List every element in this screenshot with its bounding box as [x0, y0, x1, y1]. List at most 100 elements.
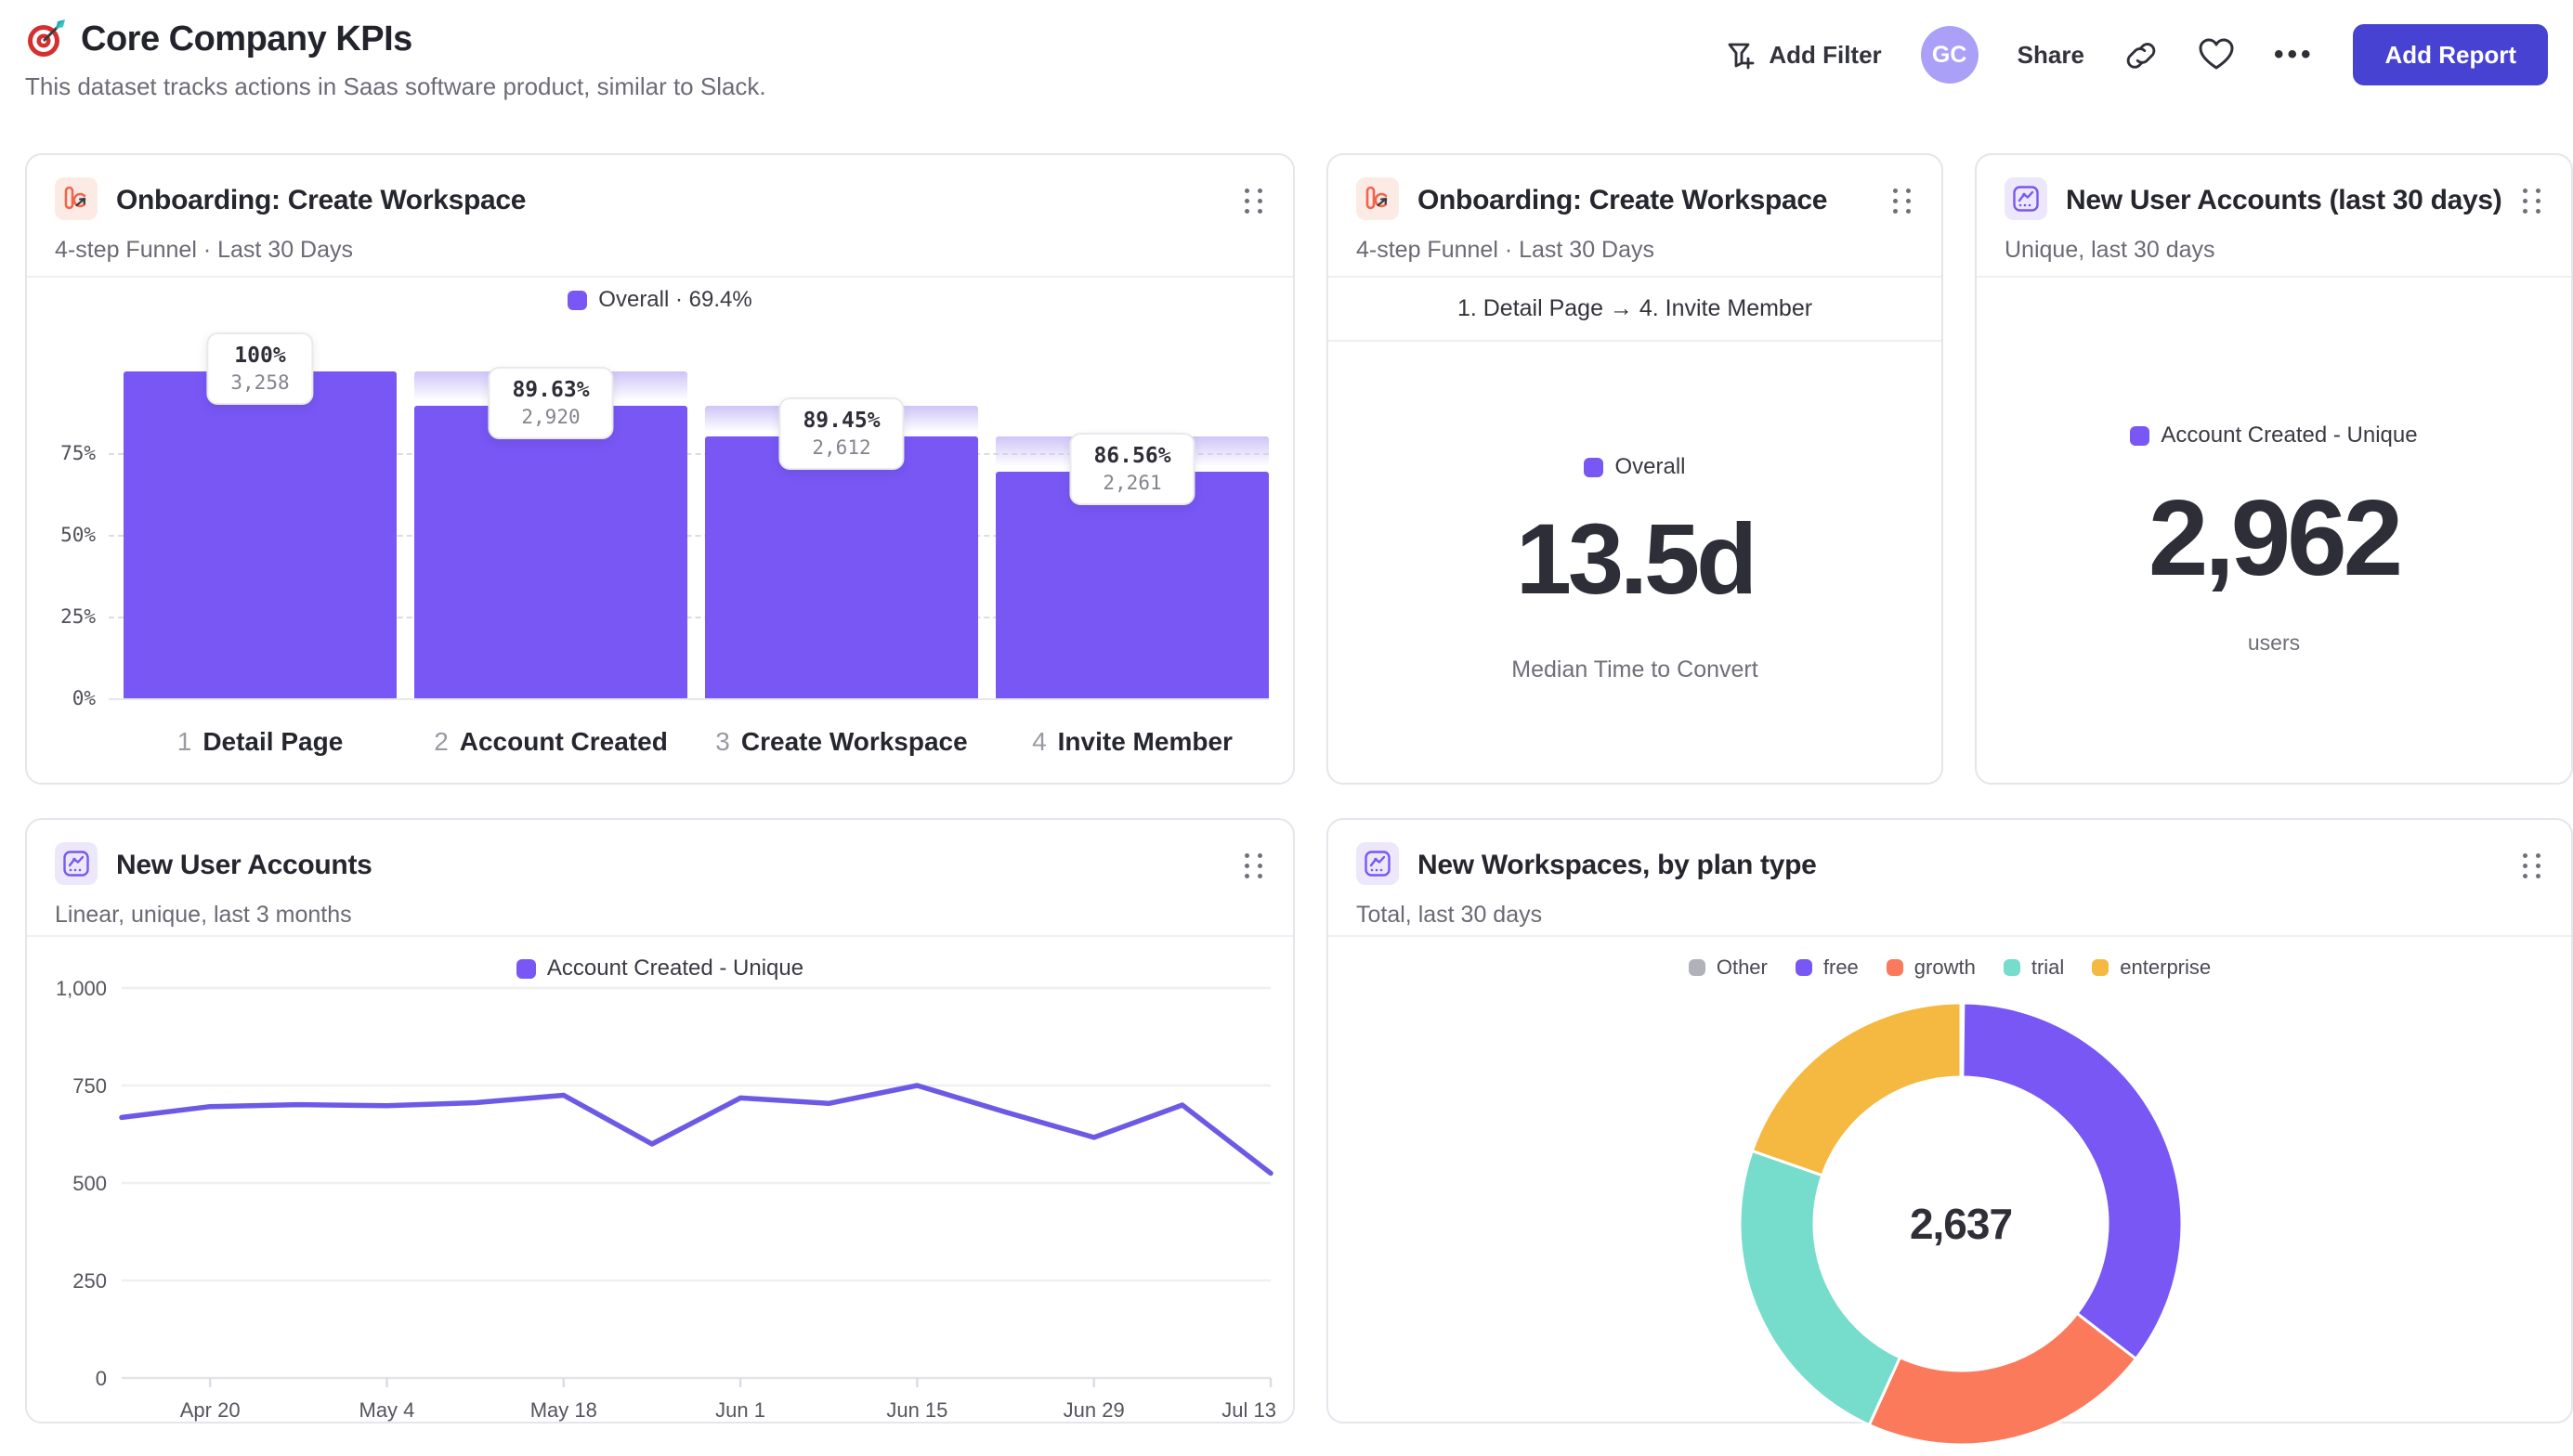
- legend-chip: [516, 958, 536, 979]
- header-actions: Add Filter GC Share ••• Add Report: [1724, 24, 2548, 85]
- y-axis-label: 1,000: [56, 977, 107, 1000]
- y-axis-label: 25%: [60, 605, 96, 628]
- funnel-step-label-1: 1 Detail Page: [176, 727, 344, 756]
- share-button[interactable]: Share: [2018, 41, 2084, 70]
- donut-slice-enterprise[interactable]: [1750, 1001, 1963, 1177]
- copy-link-button[interactable]: [2123, 37, 2159, 72]
- drag-handle-icon[interactable]: [1245, 853, 1263, 878]
- funnel-bar-tooltip: 100% 3,258: [206, 332, 314, 405]
- legend-label: free: [1822, 956, 1859, 979]
- legend-item-overall[interactable]: Overall · 69.4%: [568, 287, 752, 313]
- legend-chip: [2003, 959, 2020, 976]
- avatar[interactable]: GC: [1920, 26, 1979, 84]
- drag-handle-icon[interactable]: [2523, 853, 2541, 878]
- page-title: Core Company KPIs: [81, 19, 412, 58]
- legend-chip: [1584, 457, 1604, 477]
- divider: [1328, 935, 2571, 937]
- legend-label: trial: [2031, 956, 2065, 979]
- funnel-legend: Overall · 69.4%: [27, 287, 1293, 313]
- funnel-step-range: 1. Detail Page → 4. Invite Member: [1328, 277, 1941, 342]
- funnel-bar-2[interactable]: [414, 405, 687, 698]
- funnel-report-icon: [1356, 177, 1399, 220]
- funnel-step-label-3: 3 Create Workspace: [715, 727, 968, 756]
- legend-item-growth[interactable]: growth: [1886, 956, 1976, 980]
- add-filter-button[interactable]: Add Filter: [1724, 38, 1882, 72]
- funnel-bar-3[interactable]: [705, 436, 978, 698]
- divider: [1977, 276, 2571, 278]
- y-axis-label: 750: [72, 1074, 107, 1098]
- donut-slice-trial[interactable]: [1738, 1149, 1902, 1427]
- legend-item-account-created[interactable]: Account Created - Unique: [516, 956, 803, 982]
- favorite-button[interactable]: [2198, 37, 2235, 72]
- new-users-value: 2,962: [2148, 477, 2403, 598]
- conversion-pct: 89.45%: [803, 408, 881, 433]
- funnel-report-icon: [55, 177, 98, 220]
- y-axis-label: 0%: [72, 687, 96, 709]
- divider: [1328, 276, 1941, 278]
- card-new-workspaces-donut: New Workspaces, by plan type Total, last…: [1326, 818, 2573, 1447]
- y-axis-label: 50%: [60, 524, 96, 546]
- conversion-count: 2,920: [521, 405, 581, 428]
- line-chart[interactable]: 1,000 750 500 250 0 Apr 20 May 4 May 18 Jun 1 Jun…: [27, 950, 1293, 1424]
- gridline: [109, 617, 1269, 618]
- legend-item-trial[interactable]: trial: [2003, 956, 2065, 980]
- funnel-bar-4[interactable]: [996, 471, 1269, 698]
- divider: [27, 935, 1293, 937]
- conversion-pct: 100%: [234, 344, 286, 368]
- page-header: Core Company KPIs This dataset tracks ac…: [25, 19, 2548, 130]
- page-subtitle: This dataset tracks actions in Saas soft…: [25, 72, 766, 100]
- gridline: [109, 453, 1269, 455]
- x-axis-label: Jul 13: [1221, 1398, 1276, 1422]
- line-series-account-created[interactable]: [119, 1083, 1273, 1176]
- card-subtitle: 4-step Funnel · Last 30 Days: [1356, 237, 1654, 263]
- x-axis-label: Jun 15: [886, 1398, 947, 1422]
- donut-slice-growth[interactable]: [1867, 1311, 2138, 1447]
- metric-legend: Account Created - Unique: [1977, 422, 2571, 448]
- legend-item-free[interactable]: free: [1795, 956, 1859, 980]
- donut-center-value: 2,637: [1909, 1200, 2013, 1248]
- median-time-caption: Median Time to Convert: [1511, 656, 1758, 682]
- drag-handle-icon[interactable]: [1893, 188, 1912, 214]
- card-title: Onboarding: Create Workspace: [1417, 185, 1828, 215]
- funnel-step-label-2: 2 Account Created: [434, 727, 668, 756]
- heart-icon: [2199, 38, 2234, 70]
- legend-item-other[interactable]: Other: [1688, 956, 1768, 980]
- funnel-bar-tooltip: 89.63% 2,920: [488, 366, 614, 439]
- funnel-step-label-4: 4 Invite Member: [1032, 727, 1233, 756]
- card-subtitle: 4-step Funnel · Last 30 Days: [55, 237, 353, 263]
- add-filter-label: Add Filter: [1769, 40, 1882, 69]
- drag-handle-icon[interactable]: [2523, 188, 2541, 214]
- legend-chip: [2130, 425, 2150, 446]
- legend-label: Overall · 69.4%: [598, 287, 752, 312]
- legend-label: Other: [1716, 956, 1768, 979]
- card-subtitle: Unique, last 30 days: [2005, 237, 2215, 263]
- donut-chart[interactable]: [1729, 992, 2193, 1456]
- donut-slice-free[interactable]: [1961, 1001, 2184, 1361]
- card-new-user-accounts-30d: New User Accounts (last 30 days) Unique,…: [1975, 153, 2573, 785]
- filter-plus-icon: [1728, 43, 1755, 70]
- more-options-button[interactable]: •••: [2273, 39, 2315, 70]
- legend-item-overall[interactable]: Overall: [1584, 454, 1686, 480]
- card-title: Onboarding: Create Workspace: [116, 185, 527, 215]
- legend-item-account-created[interactable]: Account Created - Unique: [2130, 422, 2418, 448]
- drag-handle-icon[interactable]: [1245, 188, 1263, 214]
- legend-chip: [568, 290, 588, 310]
- line-legend: Account Created - Unique: [27, 956, 1293, 982]
- legend-item-enterprise[interactable]: enterprise: [2092, 956, 2211, 980]
- target-emoji-icon: [28, 20, 65, 57]
- conversion-count: 2,261: [1103, 471, 1162, 494]
- card-funnel-time-to-convert: Onboarding: Create Workspace 4-step Funn…: [1326, 153, 1943, 785]
- gridline: [109, 535, 1269, 537]
- legend-chip: [2092, 959, 2109, 976]
- x-axis-label: May 4: [359, 1398, 415, 1422]
- insights-report-icon: [55, 842, 98, 885]
- add-report-button[interactable]: Add Report: [2353, 24, 2548, 85]
- gridline: [109, 698, 1269, 700]
- legend-label: Account Created - Unique: [546, 956, 804, 981]
- conversion-pct: 89.63%: [512, 377, 590, 402]
- legend-chip: [1688, 959, 1705, 976]
- new-users-caption: users: [2247, 630, 2301, 655]
- x-axis-label: Apr 20: [180, 1398, 241, 1422]
- funnel-bar-1[interactable]: [124, 371, 397, 698]
- divider: [27, 276, 1293, 278]
